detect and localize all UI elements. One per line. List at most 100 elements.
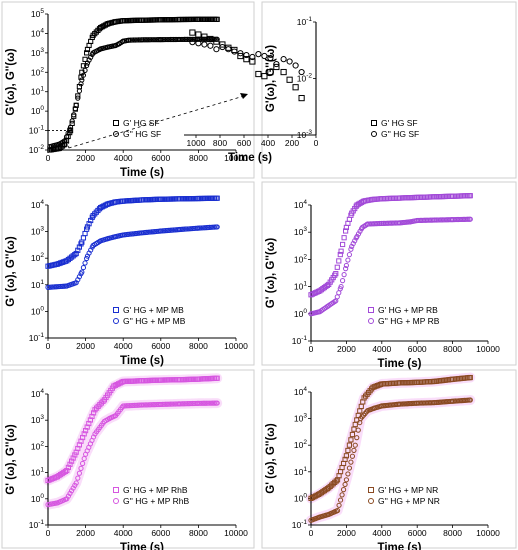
legend-marker — [113, 318, 119, 324]
data-point — [255, 70, 262, 78]
x-tick-label: 2000 — [76, 528, 95, 538]
data-point — [164, 36, 170, 43]
x-tick-label: 10000 — [476, 344, 500, 354]
data-point — [129, 37, 135, 43]
x-tick-label: 200 — [285, 138, 299, 148]
x-tick-label: 6000 — [151, 153, 170, 163]
x-tick-label: 400 — [261, 138, 275, 148]
data-point — [75, 445, 81, 452]
data-point — [84, 424, 90, 430]
data-point — [158, 37, 164, 43]
halo-line — [43, 373, 223, 486]
data-point — [189, 400, 195, 407]
data-point — [450, 193, 456, 199]
data-point — [396, 195, 403, 201]
data-point — [72, 452, 78, 458]
legend-label: G' HG SF — [381, 118, 418, 128]
data-point — [338, 248, 344, 254]
data-point — [213, 38, 220, 45]
data-point — [75, 95, 81, 101]
data-point — [167, 36, 173, 43]
data-point — [64, 467, 70, 474]
series-g-double-prime — [308, 397, 473, 523]
y-axis-title: G' (ω), G''(ω) — [5, 236, 17, 307]
data-point — [205, 400, 211, 406]
legend-label: G' HG + MP NR — [378, 485, 438, 495]
series-g-prime — [45, 375, 220, 484]
y-tick-label: 104 — [31, 199, 44, 210]
data-point — [48, 476, 54, 482]
data-point — [181, 401, 187, 407]
data-point — [189, 39, 196, 46]
data-point — [214, 400, 220, 406]
data-point — [343, 262, 349, 269]
data-point — [466, 193, 472, 199]
data-point — [442, 193, 449, 200]
data-point — [72, 252, 78, 258]
data-point — [170, 36, 177, 43]
data-point — [292, 84, 299, 91]
data-point — [355, 427, 361, 433]
data-point — [169, 36, 175, 43]
data-point — [162, 401, 169, 407]
chart-panel-sf-zoom: 0 200 400 600 800 1000 10-3 10-2 10-1 Time (s) G'(… — [184, 1, 517, 179]
data-point — [273, 60, 280, 68]
x-tick-label: 6000 — [151, 341, 170, 351]
data-point — [203, 400, 209, 406]
data-point — [65, 464, 71, 471]
data-point — [127, 37, 134, 43]
data-point — [407, 195, 413, 201]
data-point — [184, 36, 191, 42]
y-tick-label: 101 — [31, 86, 44, 97]
data-point — [273, 63, 280, 71]
data-point — [139, 37, 145, 43]
x-axis-title: Time (s) — [228, 152, 272, 164]
data-point — [206, 400, 213, 406]
data-point — [164, 401, 170, 407]
data-point — [395, 195, 401, 201]
x-tick-label: 6000 — [408, 344, 427, 354]
y-tick-label: 100 — [294, 308, 307, 319]
data-point — [71, 112, 77, 118]
y-tick-label: 102 — [294, 439, 307, 450]
data-point — [100, 398, 106, 404]
data-point — [465, 193, 471, 199]
data-point — [467, 397, 473, 403]
data-point — [463, 193, 469, 199]
data-point — [456, 193, 462, 199]
data-point — [298, 94, 305, 102]
data-point — [431, 194, 437, 200]
data-point — [243, 56, 250, 63]
series-g-prime — [45, 195, 220, 269]
data-point — [200, 400, 206, 406]
y-tick-label: 101 — [294, 466, 307, 477]
data-point — [444, 193, 450, 200]
data-point — [348, 246, 354, 252]
x-tick-label: 4000 — [114, 153, 133, 163]
x-tick-label: 10000 — [476, 528, 500, 538]
data-point — [398, 195, 404, 201]
data-point — [214, 195, 220, 201]
y-tick-label: 104 — [31, 388, 44, 399]
data-point — [346, 252, 353, 258]
data-point — [76, 88, 82, 94]
data-point — [382, 196, 388, 202]
y-tick-label: 103 — [294, 413, 307, 424]
y-tick-label: 10-1 — [292, 519, 308, 530]
chart-panel-nr: 0 2000 4000 6000 8000 10000 10-1 100 101 102 103 10… — [261, 369, 517, 550]
data-point — [207, 42, 214, 49]
data-point — [211, 400, 217, 406]
data-point — [286, 76, 293, 83]
data-point — [150, 37, 156, 43]
data-point — [414, 194, 420, 201]
y-tick-label: 102 — [294, 253, 307, 264]
y-axis-title: G'(ω), G''(ω) — [5, 48, 17, 115]
data-point — [346, 465, 353, 471]
x-tick-label: 0 — [46, 153, 51, 163]
data-point — [342, 481, 348, 488]
x-tick-label: 0 — [46, 528, 51, 538]
data-point — [90, 410, 97, 416]
x-tick-label: 4000 — [372, 528, 391, 538]
data-point — [467, 374, 473, 381]
